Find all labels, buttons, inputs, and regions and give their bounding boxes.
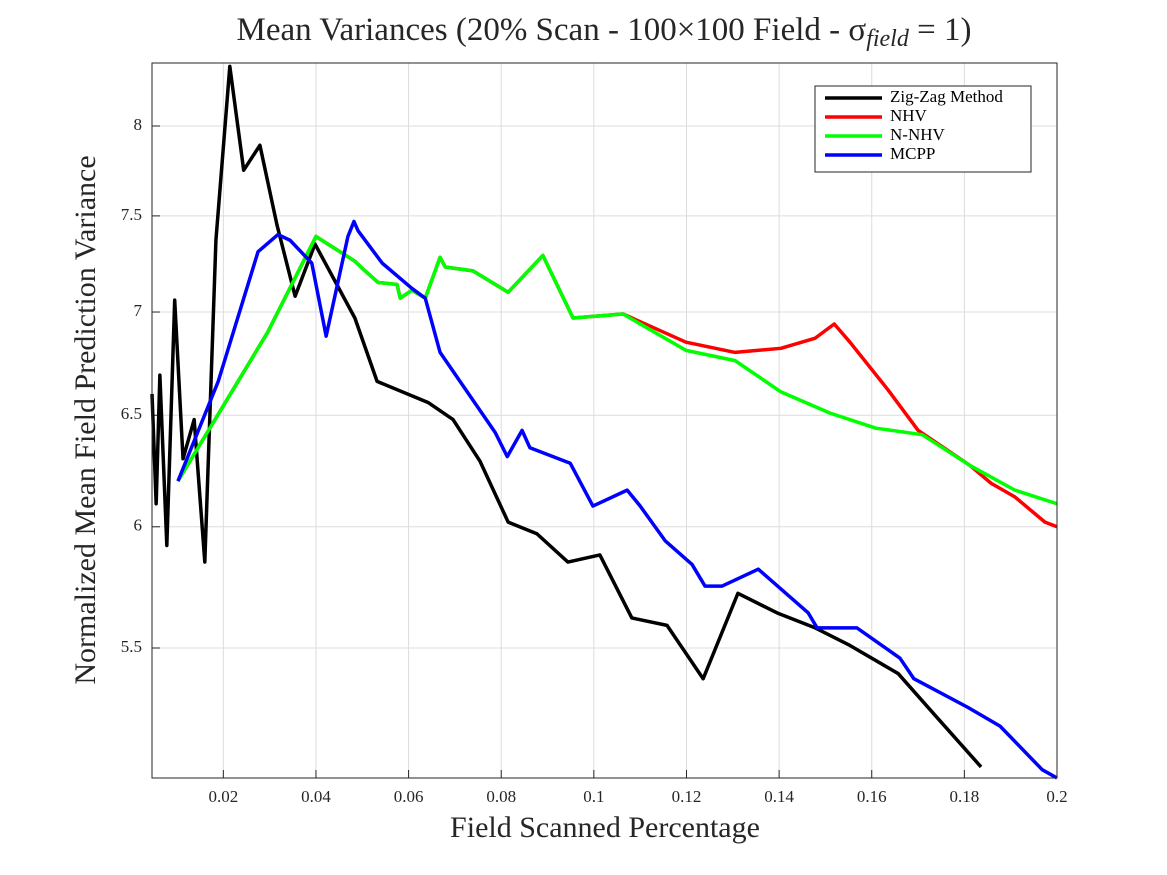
chart-title: Mean Variances (20% Scan - 100×100 Field… (237, 12, 972, 52)
x-tick-label: 0.06 (394, 787, 424, 806)
y-tick-label: 5.5 (121, 637, 142, 656)
x-tick-label: 0.02 (208, 787, 238, 806)
grid: 0.02 0.04 0.06 0.08 0.1 0.12 0.14 0.16 0.18 0.2 5.… (121, 63, 1068, 806)
legend-label: NHV (890, 106, 928, 125)
x-tick-label: 0.08 (486, 787, 516, 806)
x-tick-label: 0.16 (857, 787, 887, 806)
legend-label: MCPP (890, 144, 935, 163)
x-tick-label: 0.1 (583, 787, 604, 806)
x-axis-label: Field Scanned Percentage (450, 811, 760, 844)
series-line (176, 234, 1058, 506)
plot-frame (151, 62, 1058, 779)
title-subscript: field (866, 26, 910, 52)
y-tick-label: 6 (134, 516, 143, 535)
series-line (176, 219, 1058, 780)
x-tick-label: 0.04 (301, 787, 331, 806)
y-tick-label: 6.5 (121, 404, 142, 423)
title-text: Mean Variances (20% Scan - 100×100 Field… (237, 12, 867, 48)
y-tick-label: 8 (134, 115, 143, 134)
x-tick-label: 0.12 (672, 787, 702, 806)
x-tick-label: 0.18 (949, 787, 979, 806)
title-end: = 1) (909, 12, 972, 48)
x-tick-label: 0.2 (1046, 787, 1067, 806)
legend-label: N-NHV (890, 125, 945, 144)
legend-label: Zig-Zag Method (890, 87, 1003, 106)
x-tick-label: 0.14 (764, 787, 794, 806)
legend-box (814, 85, 1032, 173)
y-tick-label: 7 (134, 301, 143, 320)
y-tick-label: 7.5 (121, 205, 142, 224)
series-line (150, 64, 983, 769)
plot-lines (150, 64, 1058, 780)
y-axis-label: Normalized Mean Field Prediction Varianc… (69, 155, 102, 684)
